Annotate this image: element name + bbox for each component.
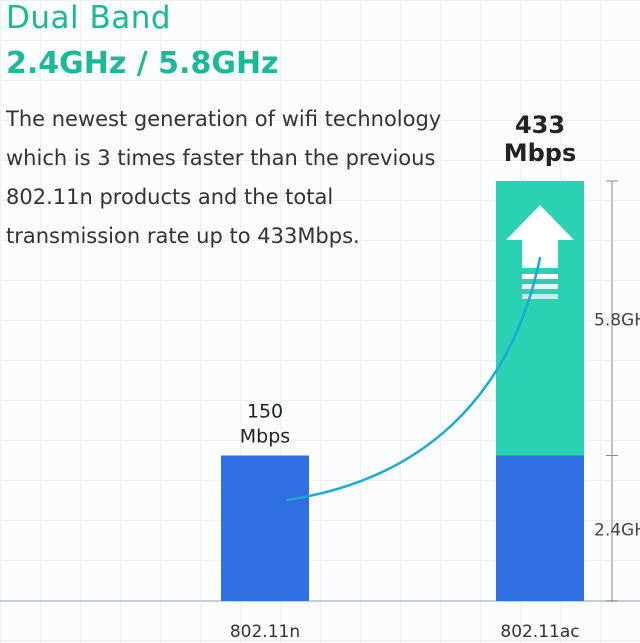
data-label-value: 433 — [515, 111, 565, 139]
arrow-stripe — [522, 294, 558, 299]
data-label-unit: Mbps — [504, 139, 577, 167]
arrow-stripe — [522, 284, 558, 289]
description-line: 802.11n products and the total — [6, 185, 334, 209]
description: The newest generation of wifi technology… — [6, 100, 486, 256]
page-title: Dual Band — [6, 0, 172, 36]
band-label-5-8ghz: 5.8GH — [594, 310, 640, 330]
category-label: 802.11ac — [500, 622, 579, 642]
category-label: 802.11n — [230, 622, 300, 642]
bar-2-4ghz-segment — [496, 455, 584, 601]
up-arrow-icon — [506, 205, 574, 268]
description-line: The newest generation of wifi technology — [6, 107, 442, 131]
data-label-unit: Mbps — [240, 426, 290, 448]
growth-curve — [285, 256, 542, 502]
data-label-value: 150 — [247, 401, 283, 423]
description-line: which is 3 times faster than the previou… — [6, 146, 436, 170]
page-subtitle: 2.4GHz / 5.8GHz — [6, 46, 279, 81]
arrow-stripe — [522, 274, 558, 279]
description-line: transmission rate up to 433Mbps. — [6, 224, 360, 248]
band-label-2-4ghz: 2.4GH — [594, 520, 640, 540]
bar-2-4ghz-segment — [221, 455, 309, 601]
